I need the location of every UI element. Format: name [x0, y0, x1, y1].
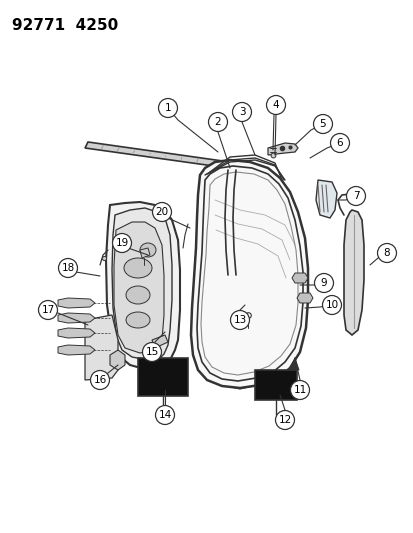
Text: 18: 18	[61, 263, 74, 273]
Polygon shape	[85, 142, 230, 168]
Text: 8: 8	[383, 248, 389, 258]
Text: 2: 2	[214, 117, 221, 127]
Polygon shape	[85, 315, 118, 380]
Text: 19: 19	[115, 238, 128, 248]
Circle shape	[330, 133, 349, 152]
Circle shape	[90, 370, 109, 390]
Bar	[254, 370, 296, 400]
Circle shape	[158, 99, 177, 117]
Polygon shape	[199, 268, 289, 389]
Polygon shape	[140, 248, 150, 258]
Text: 5: 5	[319, 119, 325, 129]
Text: 9: 9	[320, 278, 327, 288]
Text: 10: 10	[325, 300, 338, 310]
Text: 7: 7	[352, 191, 358, 201]
Circle shape	[377, 244, 396, 262]
Polygon shape	[58, 313, 95, 323]
Text: 11: 11	[293, 385, 306, 395]
Ellipse shape	[126, 312, 150, 328]
Polygon shape	[110, 350, 125, 370]
Text: 15: 15	[145, 347, 158, 357]
Text: 20: 20	[155, 207, 168, 217]
Circle shape	[232, 102, 251, 122]
Ellipse shape	[124, 258, 152, 278]
Circle shape	[142, 343, 161, 361]
Polygon shape	[112, 208, 171, 360]
Circle shape	[208, 112, 227, 132]
Text: 16: 16	[93, 375, 107, 385]
Circle shape	[112, 233, 131, 253]
Polygon shape	[152, 335, 168, 348]
Circle shape	[230, 311, 249, 329]
Text: 14: 14	[158, 410, 171, 420]
Circle shape	[275, 410, 294, 430]
Circle shape	[313, 115, 332, 133]
Circle shape	[58, 259, 77, 278]
Polygon shape	[296, 293, 312, 303]
Text: 17: 17	[41, 305, 55, 315]
Text: 1: 1	[164, 103, 171, 113]
Bar	[138, 358, 188, 396]
Circle shape	[155, 406, 174, 424]
Circle shape	[266, 95, 285, 115]
Polygon shape	[58, 345, 95, 355]
Text: 3: 3	[238, 107, 245, 117]
Polygon shape	[58, 328, 95, 338]
Circle shape	[152, 203, 171, 222]
Text: 6: 6	[336, 138, 342, 148]
Text: 12: 12	[278, 415, 291, 425]
Polygon shape	[315, 180, 336, 218]
Polygon shape	[190, 160, 307, 388]
Circle shape	[346, 187, 365, 206]
Polygon shape	[106, 202, 180, 370]
Polygon shape	[58, 298, 95, 308]
Polygon shape	[267, 143, 297, 155]
Polygon shape	[114, 222, 164, 353]
Text: 92771  4250: 92771 4250	[12, 18, 118, 33]
Ellipse shape	[140, 243, 156, 257]
Circle shape	[322, 295, 341, 314]
Polygon shape	[343, 210, 363, 335]
Polygon shape	[288, 358, 298, 370]
Circle shape	[38, 301, 57, 319]
Text: 13: 13	[233, 315, 246, 325]
Circle shape	[314, 273, 333, 293]
Polygon shape	[291, 273, 307, 283]
Text: 4: 4	[272, 100, 279, 110]
Ellipse shape	[126, 286, 150, 304]
Circle shape	[290, 381, 309, 400]
